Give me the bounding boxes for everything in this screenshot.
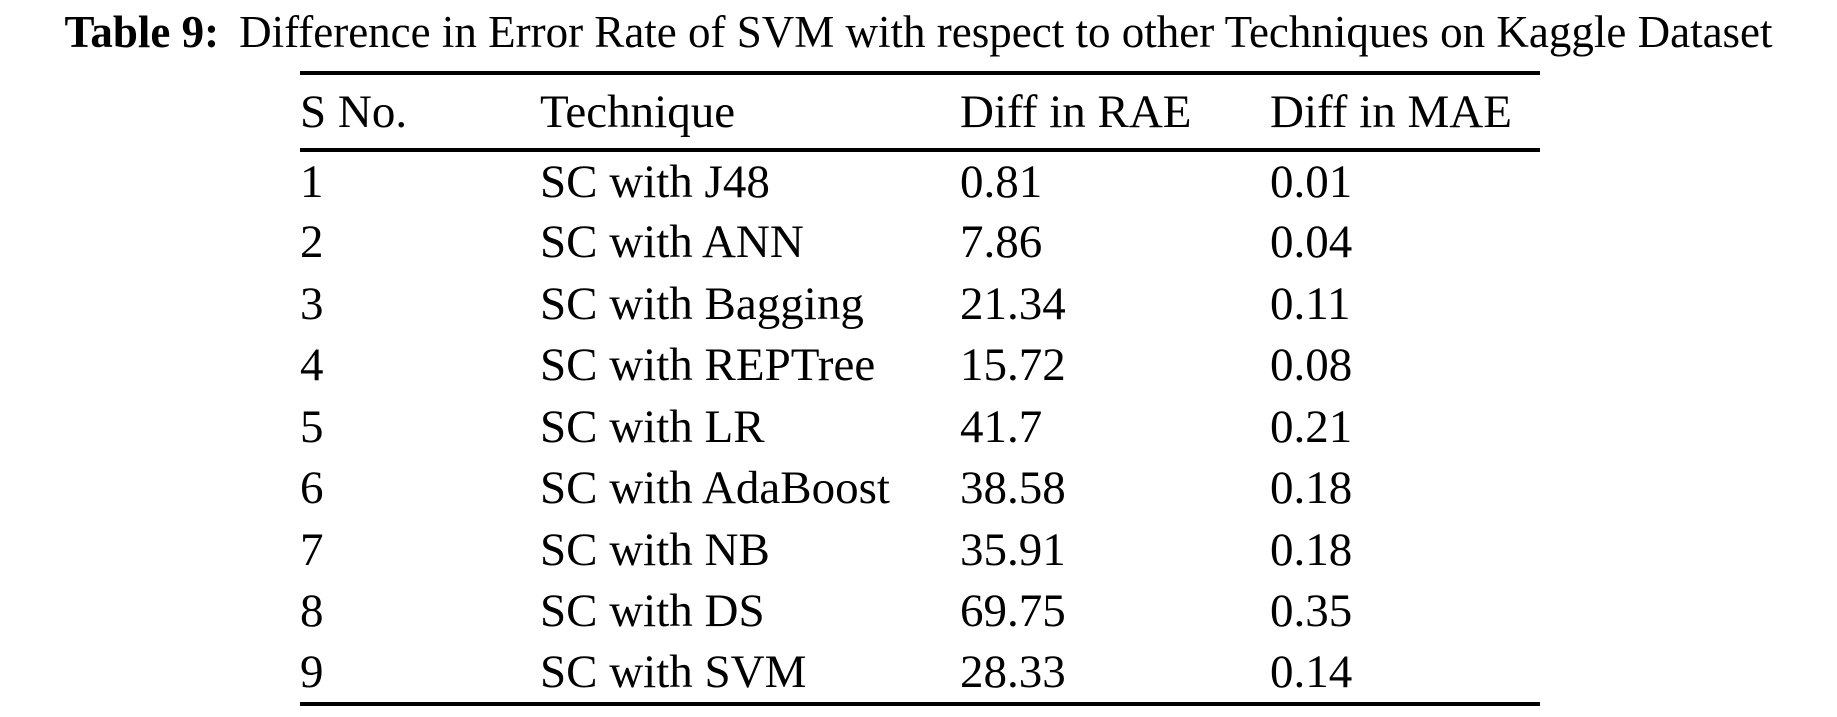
table-row: 9 SC with SVM 28.33 0.14 <box>300 642 1540 704</box>
table-caption: Table 9: Difference in Error Rate of SVM … <box>0 0 1837 64</box>
header-row: S No. Technique Diff in RAE Diff in MAE <box>300 73 1540 150</box>
table-row: 3 SC with Bagging 21.34 0.11 <box>300 273 1540 335</box>
cell-diff-rae: 35.91 <box>960 523 1066 576</box>
table-row: 2 SC with ANN 7.86 0.04 <box>300 212 1540 274</box>
column-header-technique: Technique <box>540 85 736 138</box>
cell-diff-rae: 41.7 <box>960 400 1043 453</box>
cell-technique: SC with NB <box>540 523 770 576</box>
cell-s-no: 5 <box>300 400 324 453</box>
caption-text: Difference in Error Rate of SVM with res… <box>239 7 1773 57</box>
cell-diff-mae: 0.18 <box>1270 523 1353 576</box>
table-row: 1 SC with J48 0.81 0.01 <box>300 150 1540 212</box>
cell-s-no: 9 <box>300 645 324 698</box>
table-row: 5 SC with LR 41.7 0.21 <box>300 396 1540 458</box>
cell-diff-mae: 0.35 <box>1270 585 1353 638</box>
cell-diff-mae: 0.21 <box>1270 400 1353 453</box>
table-row: 4 SC with REPTree 15.72 0.08 <box>300 335 1540 397</box>
table-row: 6 SC with AdaBoost 38.58 0.18 <box>300 458 1540 520</box>
cell-s-no: 2 <box>300 216 324 269</box>
cell-s-no: 6 <box>300 462 324 515</box>
cell-diff-mae: 0.11 <box>1270 277 1351 330</box>
cell-s-no: 4 <box>300 339 324 392</box>
cell-diff-rae: 21.34 <box>960 277 1066 330</box>
cell-technique: SC with LR <box>540 400 765 453</box>
data-table: S No. Technique Diff in RAE Diff in MAE … <box>300 71 1540 706</box>
cell-diff-mae: 0.08 <box>1270 339 1353 392</box>
cell-technique: SC with SVM <box>540 645 807 698</box>
column-header-diff-rae: Diff in RAE <box>960 85 1192 138</box>
cell-diff-rae: 69.75 <box>960 585 1066 638</box>
column-header-s-no: S No. <box>300 85 408 138</box>
cell-diff-rae: 0.81 <box>960 155 1043 208</box>
cell-technique: SC with ANN <box>540 216 804 269</box>
cell-diff-rae: 28.33 <box>960 645 1066 698</box>
cell-s-no: 3 <box>300 277 324 330</box>
cell-diff-mae: 0.14 <box>1270 645 1353 698</box>
cell-s-no: 1 <box>300 155 324 208</box>
cell-technique: SC with Bagging <box>540 277 864 330</box>
cell-s-no: 7 <box>300 523 324 576</box>
cell-diff-rae: 7.86 <box>960 216 1043 269</box>
table-row: 7 SC with NB 35.91 0.18 <box>300 519 1540 581</box>
cell-technique: SC with REPTree <box>540 339 876 392</box>
caption-label: Table 9: <box>64 7 220 57</box>
cell-technique: SC with AdaBoost <box>540 462 890 515</box>
cell-technique: SC with DS <box>540 585 765 638</box>
cell-s-no: 8 <box>300 585 324 638</box>
cell-diff-rae: 15.72 <box>960 339 1066 392</box>
cell-diff-mae: 0.18 <box>1270 462 1353 515</box>
cell-diff-mae: 0.04 <box>1270 216 1353 269</box>
column-header-diff-mae: Diff in MAE <box>1270 85 1512 138</box>
cell-technique: SC with J48 <box>540 155 770 208</box>
table-row: 8 SC with DS 69.75 0.35 <box>300 581 1540 643</box>
cell-diff-mae: 0.01 <box>1270 155 1353 208</box>
cell-diff-rae: 38.58 <box>960 462 1066 515</box>
